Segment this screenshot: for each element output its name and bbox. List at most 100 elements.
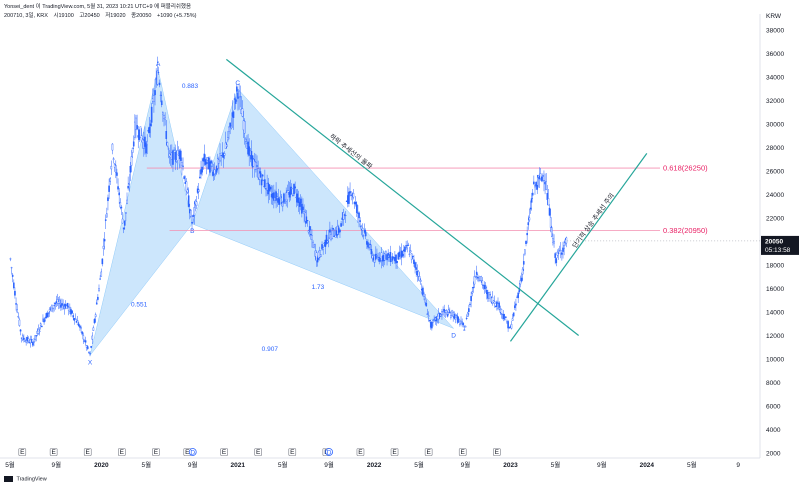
price-axis: KRW 2000 4000 6000 8000 10000 12000 14000 16000 1… xyxy=(759,13,784,458)
marker-box xyxy=(288,448,297,456)
candle xyxy=(475,265,478,280)
high-value: 고20450 xyxy=(79,13,100,19)
candle xyxy=(227,130,229,143)
candle-body xyxy=(259,171,262,178)
price-tick-label: 10000 xyxy=(766,357,784,364)
candle-body xyxy=(165,131,168,139)
candle-body xyxy=(363,230,366,233)
candle xyxy=(286,184,289,208)
publish-info: Yonsei_dent 이 TradingView.com, 5월 31, 20… xyxy=(4,4,192,10)
candle xyxy=(545,173,547,191)
dividend-marker-icon: D xyxy=(188,448,197,457)
candle xyxy=(221,142,224,158)
candle xyxy=(264,169,266,189)
candle-body xyxy=(195,201,198,206)
candle-body xyxy=(108,185,110,192)
candle-body xyxy=(183,176,185,179)
candle-body xyxy=(215,165,218,173)
price-tick-label: 36000 xyxy=(766,51,784,58)
candle-body xyxy=(321,244,323,250)
candle-body xyxy=(306,220,309,222)
candle xyxy=(398,245,401,260)
candle xyxy=(220,154,222,166)
marker-circle xyxy=(325,448,333,456)
candle xyxy=(557,248,560,260)
candle-body xyxy=(181,162,183,166)
candle xyxy=(553,234,555,248)
close-value: 종20050 xyxy=(131,13,152,19)
candle xyxy=(213,162,216,180)
candle xyxy=(505,316,507,319)
candle xyxy=(233,93,236,110)
candle-body xyxy=(186,189,189,193)
candle xyxy=(546,184,549,206)
candle xyxy=(327,229,330,248)
candle-body xyxy=(423,293,425,297)
candle xyxy=(386,253,388,266)
candle xyxy=(320,254,322,257)
candle xyxy=(401,250,404,257)
candle xyxy=(199,169,201,179)
candle-body xyxy=(162,112,164,115)
time-tick-label: 5월 xyxy=(551,460,561,469)
candle xyxy=(80,325,82,333)
candle xyxy=(408,246,411,258)
earnings-marker-icon: E xyxy=(493,448,501,456)
candle-body xyxy=(52,307,54,310)
candle-body xyxy=(376,255,378,257)
marker-box xyxy=(458,448,467,456)
candle xyxy=(512,312,515,318)
candle-body xyxy=(283,193,285,203)
candle xyxy=(201,157,203,176)
candle-body xyxy=(318,250,321,258)
candle-body xyxy=(348,191,350,204)
candle xyxy=(150,102,153,127)
candle xyxy=(363,223,366,235)
candle-body xyxy=(58,299,61,304)
pattern-xab-triangle xyxy=(89,69,193,356)
candle xyxy=(554,252,556,265)
time-tick-label: 5월 xyxy=(278,460,288,469)
candle xyxy=(148,116,151,138)
candle-body xyxy=(213,169,216,175)
candle xyxy=(387,249,389,262)
candle xyxy=(99,275,101,281)
candle xyxy=(84,336,87,346)
footer: TradingView xyxy=(4,476,47,482)
time-tick-label: 9월 xyxy=(461,460,471,469)
candle xyxy=(529,200,532,214)
candle xyxy=(61,298,63,311)
candle-body xyxy=(535,182,537,187)
candle-body xyxy=(404,246,406,252)
candle-body xyxy=(463,329,466,331)
marker-box xyxy=(356,448,365,456)
candle xyxy=(159,91,162,103)
candle-body xyxy=(73,318,76,321)
candle xyxy=(431,320,433,331)
marker-letter: E xyxy=(222,449,227,456)
price-tick-label: 34000 xyxy=(766,75,784,82)
candle-body xyxy=(361,228,364,231)
candle xyxy=(74,313,77,320)
candle-body xyxy=(468,308,470,312)
candle xyxy=(329,221,331,239)
candle xyxy=(473,270,476,289)
candle-body xyxy=(221,152,224,154)
candle-body xyxy=(123,220,126,226)
candle-body xyxy=(29,339,32,344)
candle xyxy=(354,196,357,207)
time-tick-label: 2023 xyxy=(503,462,518,469)
candle-body xyxy=(86,346,89,349)
candle xyxy=(110,160,113,175)
candle xyxy=(88,351,90,354)
candle xyxy=(15,297,17,311)
candle xyxy=(58,296,61,309)
candle xyxy=(153,88,155,113)
candle-body xyxy=(395,254,397,264)
candle-body xyxy=(522,261,525,265)
time-tick-label: 2024 xyxy=(640,462,655,469)
price-tick-label: 30000 xyxy=(766,122,784,129)
candle xyxy=(424,294,426,306)
time-tick-label: 5월 xyxy=(142,460,152,469)
